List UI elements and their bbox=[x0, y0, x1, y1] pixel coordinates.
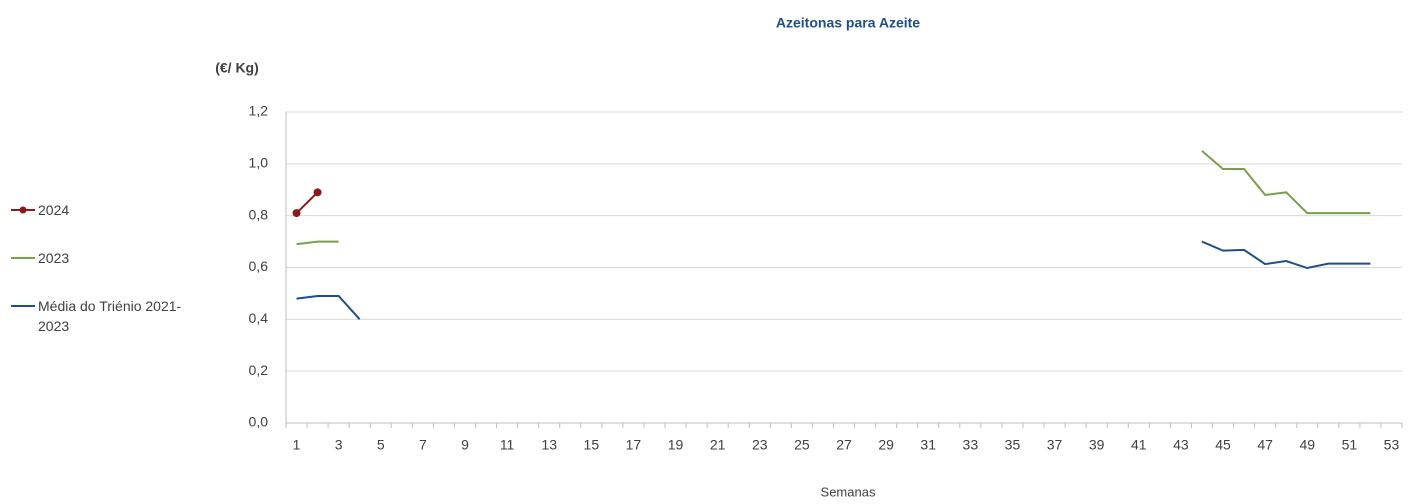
x-tick-label: 37 bbox=[1047, 437, 1063, 453]
x-tick-label: 17 bbox=[626, 437, 642, 453]
chart-title: Azeitonas para Azeite bbox=[776, 15, 920, 31]
x-tick-label: 49 bbox=[1299, 437, 1315, 453]
y-tick-label: 0,6 bbox=[249, 258, 269, 274]
y-tick-label: 0,0 bbox=[249, 414, 269, 430]
legend-swatch bbox=[11, 305, 35, 307]
y-axis-label: (€/ Kg) bbox=[215, 60, 259, 76]
x-tick-label: 21 bbox=[710, 437, 726, 453]
y-tick-label: 1,0 bbox=[249, 155, 269, 171]
x-tick-label: 35 bbox=[1005, 437, 1021, 453]
legend-swatch bbox=[11, 257, 35, 259]
series-line bbox=[296, 240, 1371, 321]
x-tick-label: 39 bbox=[1089, 437, 1105, 453]
x-tick-label: 27 bbox=[836, 437, 852, 453]
legend-label: 2024 bbox=[38, 202, 70, 218]
series-line bbox=[295, 191, 319, 214]
x-tick-label: 5 bbox=[377, 437, 385, 453]
series-line bbox=[296, 150, 1371, 246]
x-tick-label: 43 bbox=[1173, 437, 1189, 453]
y-tick-label: 0,8 bbox=[249, 206, 269, 222]
x-tick-label: 7 bbox=[419, 437, 427, 453]
x-tick-label: 53 bbox=[1384, 437, 1400, 453]
x-tick-label: 41 bbox=[1131, 437, 1147, 453]
legend-item: 2024 bbox=[10, 200, 188, 220]
x-tick-label: 11 bbox=[500, 437, 515, 453]
legend-item: 2023 bbox=[10, 248, 188, 268]
x-tick-label: 13 bbox=[541, 437, 557, 453]
legend-label: Média do Triénio 2021-2023 bbox=[38, 298, 182, 334]
x-tick-label: 1 bbox=[293, 437, 301, 453]
y-tick-label: 1,2 bbox=[249, 103, 269, 119]
legend-swatch bbox=[11, 206, 35, 214]
x-tick-label: 51 bbox=[1342, 437, 1358, 453]
x-tick-label: 15 bbox=[584, 437, 600, 453]
x-tick-label: 29 bbox=[878, 437, 894, 453]
point bbox=[292, 209, 301, 218]
x-tick-label: 19 bbox=[668, 437, 684, 453]
x-tick-label: 47 bbox=[1257, 437, 1273, 453]
y-tick-label: 0,2 bbox=[249, 362, 269, 378]
point bbox=[313, 188, 322, 197]
x-tick-label: 9 bbox=[461, 437, 469, 453]
legend-marker bbox=[19, 206, 27, 214]
legend: 2024 2023 Média do Triénio 2021-2023 bbox=[10, 200, 188, 364]
x-axis-label: Semanas bbox=[821, 484, 876, 499]
y-tick-label: 0,4 bbox=[249, 310, 269, 326]
legend-item: Média do Triénio 2021-2023 bbox=[10, 296, 188, 336]
x-tick-label: 23 bbox=[752, 437, 768, 453]
legend-label: 2023 bbox=[38, 250, 70, 266]
x-tick-label: 33 bbox=[963, 437, 979, 453]
x-tick-label: 25 bbox=[794, 437, 810, 453]
x-tick-label: 31 bbox=[920, 437, 936, 453]
x-tick-label: 3 bbox=[335, 437, 343, 453]
x-tick-label: 45 bbox=[1215, 437, 1231, 453]
